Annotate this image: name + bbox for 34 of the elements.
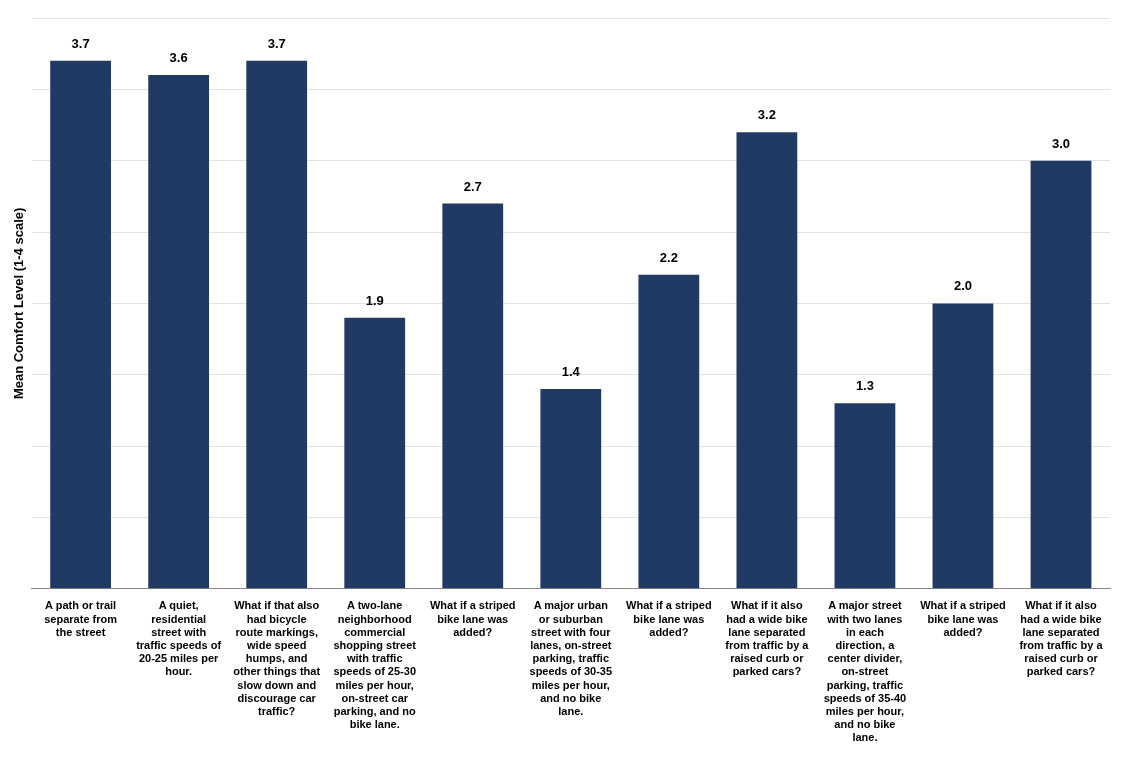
x-tick-label: What if it also had a wide bike lane separated from traffic by a raised curb or parked cars? — [725, 599, 810, 678]
bar — [834, 403, 896, 589]
bar — [932, 303, 994, 589]
bar — [540, 389, 602, 589]
data-label: 1.9 — [365, 292, 384, 308]
data-label: 3.7 — [71, 35, 90, 51]
data-label: 2.7 — [463, 178, 482, 194]
x-tick-label: What if it also had a wide bike lane separated from traffic by a raised curb or parked cars? — [1019, 599, 1104, 678]
data-label: 3.7 — [267, 35, 286, 51]
bar — [638, 274, 700, 589]
category-label: A major urban or suburban street with four lanes, on-street parking, traffic speeds of 30-35 miles per hour, and no bike lane. — [529, 599, 613, 718]
data-label: 1.3 — [855, 378, 874, 394]
data-label: 1.4 — [561, 364, 581, 380]
bar — [442, 203, 504, 589]
data-label: 3.2 — [757, 107, 776, 123]
bar — [148, 75, 210, 589]
data-label: 3.6 — [169, 50, 188, 66]
x-tick-label: What if a striped bike lane was added? — [626, 599, 712, 638]
data-label: 3.0 — [1051, 135, 1071, 151]
bar — [736, 132, 798, 589]
y-axis-title: Mean Comfort Level (1-4 scale) — [11, 207, 27, 400]
x-tick-label: What if a striped bike lane was added? — [429, 599, 516, 638]
bar — [246, 60, 308, 589]
bar — [1030, 160, 1092, 589]
category-label: A two-lane neighborhood commercial shopping street with traffic speeds of 25-30 miles per hour, on-street car parking, and no bike lane. — [333, 599, 416, 731]
x-tick-label: What if a striped bike lane was added? — [920, 599, 1006, 638]
x-tick-label: A path or trail separate from the street — [44, 599, 118, 638]
category-label: What if that also had bicycle route markings, wide speed humps, and other things that slow down and discourage car traffic? — [233, 599, 321, 718]
data-label: 2.0 — [953, 278, 972, 294]
bar — [50, 60, 112, 589]
category-label: A major street with two lanes in each direction, a center divider, on-street parking, traffic speeds of 35-40 miles per hour, and no bike lane. — [823, 599, 907, 744]
data-label: 2.2 — [659, 249, 678, 265]
x-tick-label: A quiet, residential street with traffic speeds of 20-25 miles per hour. — [136, 599, 222, 678]
bar — [344, 317, 406, 589]
